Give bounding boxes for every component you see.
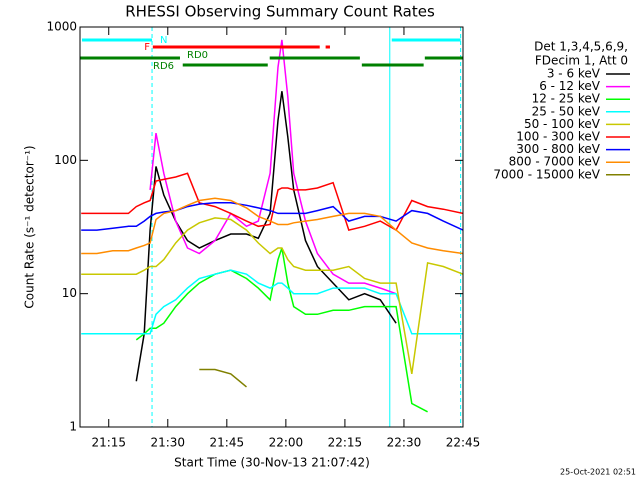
- y-tick-label: 10: [62, 286, 77, 300]
- flag-label: F: [144, 42, 150, 53]
- x-tick-label: 22:15: [328, 436, 363, 450]
- legend-label: 300 - 800 keV: [516, 142, 600, 156]
- chart-title: RHESSI Observing Summary Count Rates: [125, 3, 435, 21]
- legend-label: 3 - 6 keV: [547, 67, 601, 81]
- flag-label: RD0: [187, 50, 208, 61]
- series-line: [81, 197, 463, 255]
- x-tick-label: 22:00: [269, 436, 304, 450]
- legend-label: 6 - 12 keV: [539, 79, 601, 93]
- y-tick-label: 100: [54, 153, 77, 167]
- series-line: [149, 39, 397, 295]
- series-line: [81, 172, 463, 232]
- legend-label: 50 - 100 keV: [524, 117, 601, 131]
- legend-label: 12 - 25 keV: [532, 92, 601, 106]
- legend-label: 7000 - 15000 keV: [493, 167, 600, 181]
- legend-header: FDecim 1, Att 0: [535, 54, 628, 68]
- flag-label: N: [160, 35, 167, 46]
- series-line: [199, 368, 247, 388]
- x-tick-label: 21:30: [150, 436, 185, 450]
- footnote: 25-Oct-2021 02:51: [560, 468, 636, 477]
- plot-frame: [79, 26, 464, 428]
- series-line: [135, 247, 428, 413]
- legend-header: Det 1,3,4,5,6,9,: [534, 40, 628, 54]
- x-tick-label: 21:45: [210, 436, 245, 450]
- y-axis-label: Count Rate (s⁻¹ detector⁻¹): [23, 145, 37, 308]
- y-tick-label: 1: [69, 420, 77, 434]
- series-line: [81, 269, 463, 335]
- x-tick-label: 22:45: [446, 436, 481, 450]
- x-tick-label: 22:30: [387, 436, 422, 450]
- plot-area: [81, 27, 463, 427]
- flag-label: RD6: [153, 61, 174, 72]
- legend-label: 100 - 300 keV: [516, 130, 600, 144]
- y-tick-label: 1000: [46, 20, 77, 34]
- legend-label: 800 - 7000 keV: [509, 155, 601, 169]
- series-line: [81, 217, 463, 375]
- x-axis-label: Start Time (30-Nov-13 21:07:42): [174, 456, 370, 470]
- legend-label: 25 - 50 keV: [532, 104, 601, 118]
- x-tick-label: 21:15: [91, 436, 126, 450]
